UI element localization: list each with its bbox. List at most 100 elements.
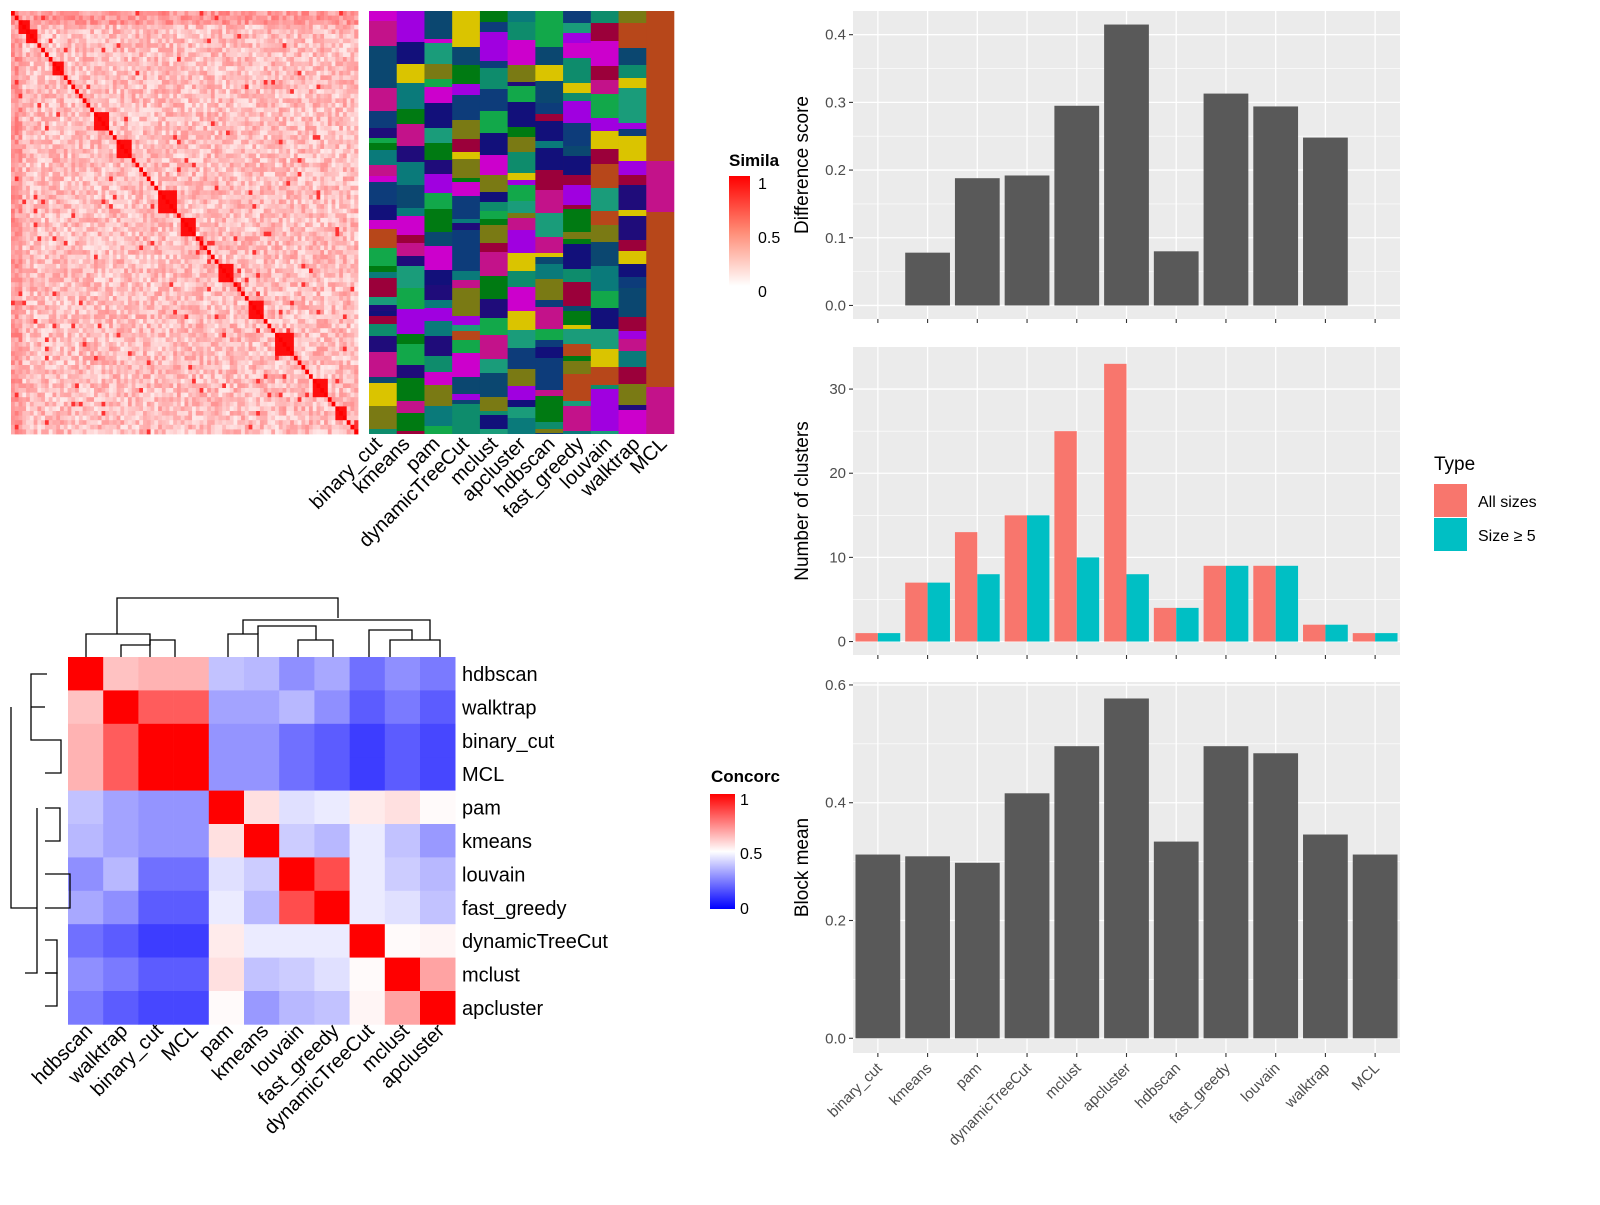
similarity-cell bbox=[67, 33, 72, 39]
similarity-cell bbox=[22, 79, 27, 85]
similarity-cell bbox=[48, 199, 53, 205]
similarity-cell bbox=[320, 20, 325, 26]
similarity-cell bbox=[225, 75, 231, 81]
similarity-cell bbox=[71, 171, 76, 177]
similarity-cell bbox=[342, 15, 348, 21]
similarity-cell bbox=[305, 66, 310, 72]
similarity-cell bbox=[286, 236, 291, 242]
similarity-cell bbox=[109, 139, 114, 145]
similarity-cell bbox=[316, 227, 321, 233]
similarity-cell bbox=[214, 15, 219, 21]
similarity-cell bbox=[139, 79, 144, 85]
similarity-cell bbox=[169, 33, 174, 39]
similarity-cell bbox=[207, 75, 212, 81]
similarity-cell bbox=[199, 171, 204, 177]
similarity-cell bbox=[78, 171, 84, 177]
similarity-cell bbox=[173, 199, 178, 205]
similarity-cell bbox=[56, 112, 61, 118]
similarity-cell bbox=[173, 240, 178, 246]
similarity-cell bbox=[169, 121, 174, 127]
similarity-cell bbox=[327, 66, 332, 72]
similarity-cell bbox=[169, 24, 174, 30]
similarity-cell bbox=[233, 33, 238, 39]
similarity-cell bbox=[350, 181, 355, 187]
similarity-cell bbox=[301, 66, 306, 72]
similarity-cell bbox=[218, 43, 223, 49]
similarity-cell bbox=[52, 135, 57, 141]
similarity-cell bbox=[203, 75, 208, 81]
similarity-cell bbox=[312, 185, 317, 191]
similarity-cell bbox=[286, 15, 291, 21]
similarity-cell bbox=[267, 208, 272, 214]
similarity-cell bbox=[131, 47, 136, 53]
similarity-cell bbox=[327, 176, 332, 182]
similarity-cell bbox=[165, 52, 170, 58]
similarity-cell bbox=[259, 24, 265, 30]
similarity-cell bbox=[176, 75, 182, 81]
similarity-cell bbox=[252, 33, 257, 39]
similarity-cell bbox=[184, 56, 189, 62]
similarity-cell bbox=[263, 43, 268, 49]
similarity-cell bbox=[207, 56, 212, 62]
similarity-cell bbox=[124, 148, 129, 154]
similarity-cell bbox=[41, 208, 46, 214]
similarity-cell bbox=[244, 181, 250, 187]
similarity-cell bbox=[52, 181, 57, 187]
similarity-cell bbox=[331, 245, 336, 251]
similarity-cell bbox=[188, 121, 193, 127]
similarity-cell bbox=[67, 139, 72, 145]
similarity-cell bbox=[327, 185, 332, 191]
similarity-cell bbox=[90, 33, 95, 39]
similarity-cell bbox=[71, 213, 76, 219]
similarity-cell bbox=[158, 98, 163, 104]
similarity-cell bbox=[78, 116, 84, 122]
similarity-cell bbox=[286, 139, 291, 145]
similarity-cell bbox=[139, 89, 144, 95]
similarity-cell bbox=[335, 79, 340, 85]
similarity-cell bbox=[256, 43, 261, 49]
similarity-cell bbox=[267, 79, 272, 85]
similarity-cell bbox=[312, 167, 317, 173]
similarity-cell bbox=[165, 135, 170, 141]
similarity-cell bbox=[18, 11, 23, 16]
similarity-cell bbox=[233, 47, 238, 53]
similarity-cell bbox=[33, 139, 38, 145]
similarity-cell bbox=[259, 15, 265, 21]
similarity-cell bbox=[180, 70, 185, 76]
similarity-cell bbox=[192, 139, 197, 145]
similarity-cell bbox=[60, 139, 65, 145]
similarity-cell bbox=[339, 43, 344, 49]
similarity-cell bbox=[124, 98, 129, 104]
similarity-cell bbox=[48, 259, 53, 265]
similarity-cell bbox=[112, 130, 118, 136]
similarity-cell bbox=[93, 213, 99, 219]
similarity-cell bbox=[154, 153, 159, 159]
similarity-cell bbox=[297, 33, 302, 39]
similarity-cell bbox=[244, 227, 250, 233]
similarity-cell bbox=[275, 167, 280, 173]
similarity-cell bbox=[41, 194, 46, 200]
similarity-cell bbox=[146, 20, 151, 26]
similarity-cell bbox=[282, 20, 287, 26]
similarity-cell bbox=[26, 153, 31, 159]
similarity-cell bbox=[244, 236, 250, 242]
similarity-cell bbox=[229, 194, 234, 200]
similarity-cell bbox=[139, 194, 144, 200]
similarity-cell bbox=[342, 135, 348, 141]
similarity-cell bbox=[180, 66, 185, 72]
similarity-cell bbox=[293, 116, 299, 122]
similarity-cell bbox=[154, 144, 159, 150]
similarity-cell bbox=[308, 29, 314, 35]
similarity-cell bbox=[195, 240, 200, 246]
similarity-cell bbox=[350, 199, 355, 205]
similarity-cell bbox=[346, 121, 351, 127]
similarity-cell bbox=[184, 29, 189, 35]
similarity-cell bbox=[312, 89, 317, 95]
similarity-cell bbox=[241, 33, 246, 39]
similarity-cell bbox=[14, 47, 19, 53]
similarity-cell bbox=[29, 185, 35, 191]
similarity-cell bbox=[82, 250, 87, 256]
similarity-cell bbox=[14, 75, 19, 81]
similarity-cell bbox=[248, 89, 253, 95]
similarity-cell bbox=[218, 158, 223, 164]
